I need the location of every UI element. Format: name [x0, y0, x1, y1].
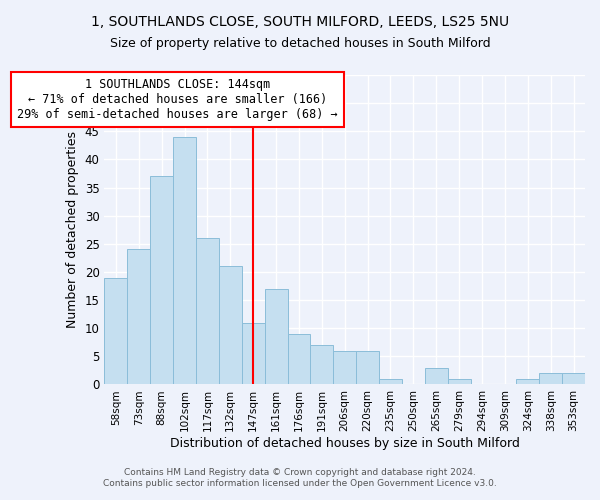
Bar	[173, 137, 196, 384]
Bar	[150, 176, 173, 384]
Bar	[219, 266, 242, 384]
Text: Size of property relative to detached houses in South Milford: Size of property relative to detached ho…	[110, 38, 490, 51]
Y-axis label: Number of detached properties: Number of detached properties	[66, 131, 79, 328]
Bar	[562, 373, 585, 384]
Bar	[242, 322, 265, 384]
Bar	[196, 238, 219, 384]
Text: 1 SOUTHLANDS CLOSE: 144sqm
← 71% of detached houses are smaller (166)
29% of sem: 1 SOUTHLANDS CLOSE: 144sqm ← 71% of deta…	[17, 78, 338, 121]
Bar	[310, 345, 333, 385]
Bar	[104, 278, 127, 384]
Bar	[356, 350, 379, 384]
Bar	[517, 379, 539, 384]
Bar	[425, 368, 448, 384]
Bar	[265, 289, 287, 384]
Bar	[287, 334, 310, 384]
Bar	[127, 250, 150, 384]
Text: 1, SOUTHLANDS CLOSE, SOUTH MILFORD, LEEDS, LS25 5NU: 1, SOUTHLANDS CLOSE, SOUTH MILFORD, LEED…	[91, 15, 509, 29]
Text: Contains HM Land Registry data © Crown copyright and database right 2024.
Contai: Contains HM Land Registry data © Crown c…	[103, 468, 497, 487]
Bar	[333, 350, 356, 384]
Bar	[448, 379, 470, 384]
Bar	[379, 379, 402, 384]
Bar	[539, 373, 562, 384]
X-axis label: Distribution of detached houses by size in South Milford: Distribution of detached houses by size …	[170, 437, 520, 450]
